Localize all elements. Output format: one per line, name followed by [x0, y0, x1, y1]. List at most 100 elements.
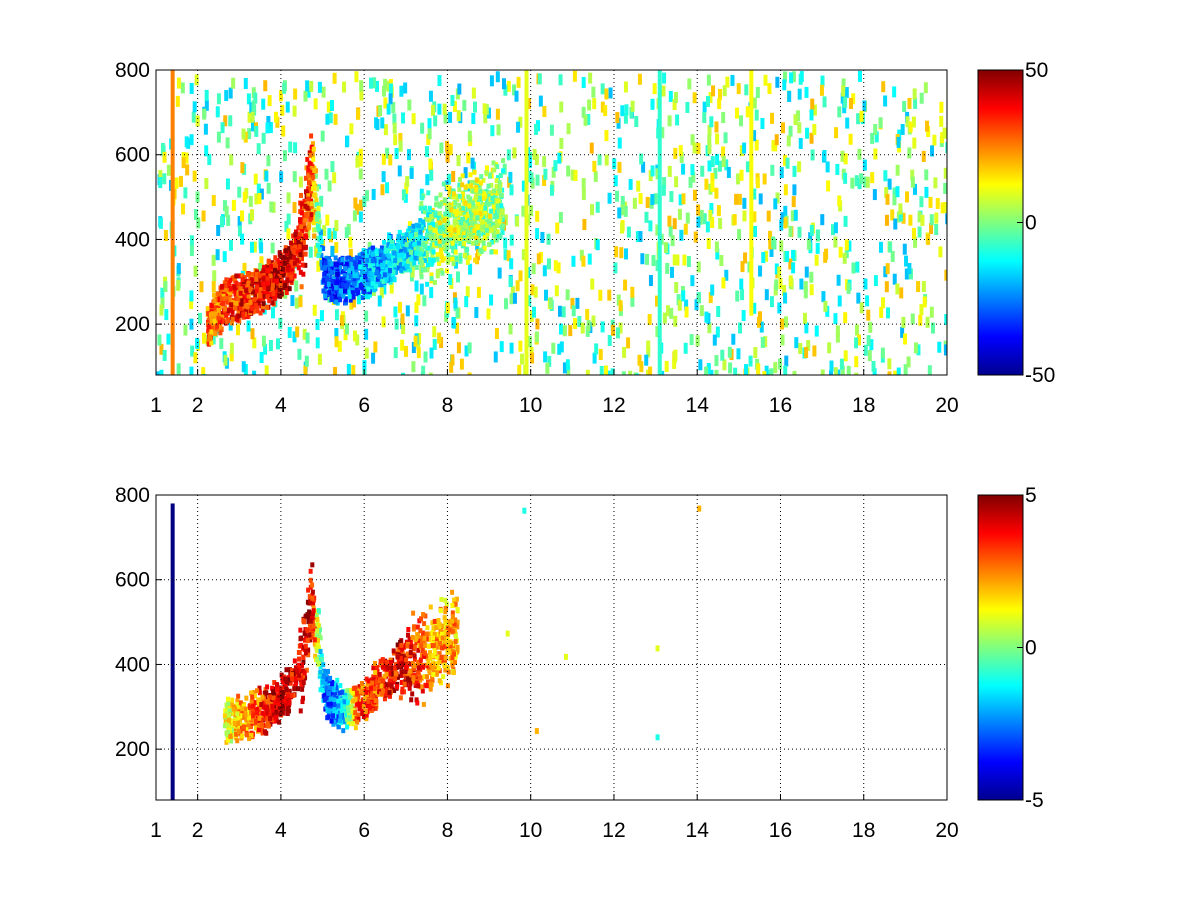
heatmap-cell [386, 103, 391, 115]
heatmap-cell [269, 263, 274, 269]
heatmap-cell [558, 323, 563, 335]
heatmap-cell [470, 157, 475, 169]
heatmap-cell [614, 246, 619, 258]
heatmap-cell [345, 688, 350, 694]
heatmap-cell [266, 182, 271, 194]
heatmap-cell [163, 281, 168, 293]
heatmap-cell [427, 631, 432, 637]
heatmap-cell [411, 249, 416, 255]
heatmap-cell [400, 237, 405, 243]
heatmap-cell [424, 146, 429, 158]
heatmap-cell [442, 197, 447, 203]
heatmap-cell [666, 305, 671, 317]
heatmap-cell [278, 253, 283, 259]
heatmap-cell [708, 183, 713, 195]
heatmap-cell [652, 83, 657, 95]
heatmap-cell [447, 235, 452, 241]
heatmap-cell [878, 117, 883, 129]
heatmap-cell [484, 103, 489, 115]
heatmap-cell [229, 350, 234, 362]
heatmap-cell [752, 302, 757, 314]
heatmap-cell [286, 213, 291, 225]
heatmap-cell [219, 296, 224, 302]
heatmap-cell [244, 308, 249, 314]
heatmap-cell [384, 686, 389, 692]
heatmap-cell [690, 134, 695, 146]
heatmap-cell [372, 287, 377, 293]
heatmap-cell [474, 307, 479, 319]
heatmap-cell [770, 112, 775, 124]
heatmap-cell [483, 112, 488, 124]
heatmap-cell [759, 321, 764, 333]
heatmap-cell [347, 289, 352, 295]
heatmap-cell [756, 363, 761, 375]
heatmap-cell [354, 255, 359, 261]
heatmap-cell [333, 691, 338, 697]
heatmap-cell [430, 678, 435, 684]
heatmap-cell [506, 80, 511, 92]
heatmap-cell [797, 161, 802, 173]
heatmap-cell [282, 260, 287, 266]
heatmap-cell [476, 286, 481, 298]
heatmap-cell [422, 295, 427, 307]
heatmap-cell [403, 661, 408, 667]
heatmap-cell [753, 226, 758, 238]
heatmap-cell [316, 260, 321, 272]
heatmap-cell [406, 252, 411, 258]
heatmap-cell [911, 116, 916, 128]
heatmap-cell [557, 343, 562, 355]
heatmap-cell [431, 227, 436, 233]
heatmap-cell [288, 267, 293, 273]
heatmap-cell [433, 115, 438, 127]
heatmap-cell [617, 161, 622, 173]
heatmap-cell [472, 169, 477, 175]
heatmap-cell [849, 97, 854, 109]
heatmap-cell [397, 252, 402, 258]
heatmap-cell [457, 240, 462, 246]
heatmap-cell [679, 151, 684, 163]
heatmap-cell [467, 130, 472, 142]
heatmap-cell [294, 229, 299, 235]
heatmap-cell [667, 165, 672, 177]
heatmap-cell [826, 180, 831, 192]
heatmap-cell [630, 295, 635, 307]
heatmap-cell [451, 317, 456, 329]
heatmap-cell [296, 225, 301, 231]
heatmap-cell [320, 130, 325, 142]
heatmap-cell [397, 165, 402, 177]
heatmap-cell [470, 200, 475, 206]
heatmap-cell [829, 370, 834, 375]
heatmap-cell [880, 347, 885, 359]
heatmap-cell [308, 160, 313, 166]
heatmap-cell [189, 235, 194, 247]
heatmap-cell [348, 248, 353, 260]
heatmap-cell [753, 347, 758, 359]
heatmap-cell [341, 728, 346, 734]
heatmap-cell [696, 204, 701, 216]
heatmap-cell [298, 252, 303, 258]
heatmap-cell [419, 206, 424, 212]
heatmap-cell [239, 301, 244, 307]
heatmap-cell [420, 248, 425, 254]
heatmap-cell [434, 666, 439, 672]
heatmap-cell [895, 164, 900, 176]
heatmap-cell [439, 253, 444, 259]
heatmap-cell [260, 290, 265, 296]
heatmap-stripe [170, 70, 175, 375]
heatmap-cell [251, 289, 256, 295]
heatmap-cell [325, 276, 330, 282]
heatmap-cell [533, 286, 538, 298]
heatmap-cell [340, 282, 345, 288]
heatmap-cell [292, 202, 297, 214]
heatmap-cell [215, 297, 220, 303]
heatmap-cell [309, 165, 314, 171]
heatmap-cell [451, 194, 456, 200]
heatmap-cell [616, 117, 621, 129]
heatmap-cell [213, 305, 218, 311]
heatmap-cell [417, 333, 422, 345]
heatmap-cell [786, 135, 791, 147]
heatmap-cell [928, 196, 933, 208]
heatmap-cell [349, 298, 354, 310]
heatmap-cell [470, 220, 475, 226]
heatmap-stripe [749, 70, 754, 316]
